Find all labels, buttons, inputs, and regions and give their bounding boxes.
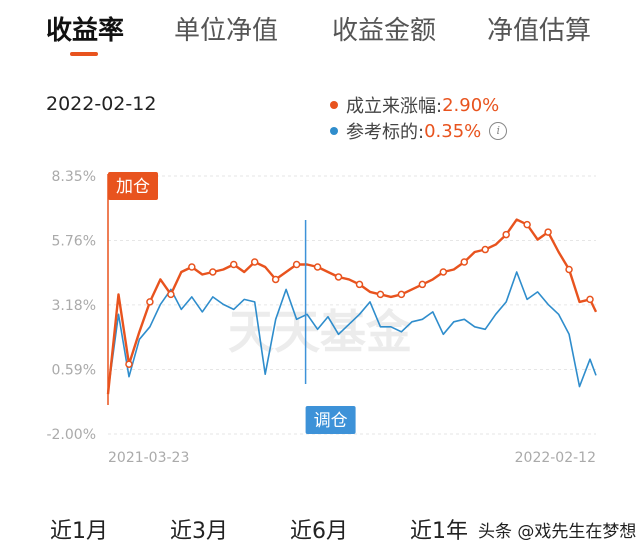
tab-unit-nav[interactable]: 单位净值 (174, 16, 279, 46)
trade-point (565, 265, 573, 274)
trade-point (313, 263, 322, 271)
legend-benchmark: 参考标的: 0.35% i (330, 118, 508, 144)
trade-point (502, 230, 510, 239)
trade-point (146, 298, 154, 306)
buy-tag-box (108, 172, 158, 200)
range-selector: 近1月 近3月 近6月 近1年 头条 @戏先生在梦想 (0, 505, 640, 551)
range-1-month[interactable]: 近1月 (50, 519, 108, 544)
chart-tabs: 收益率 单位净值 收益金额 净值估算 (0, 0, 640, 60)
active-tab-indicator (70, 52, 98, 56)
y-tick-label: 8.35% (52, 169, 96, 185)
legend-benchmark-value: 0.35% (424, 120, 482, 142)
legend-fund-marker (330, 101, 338, 109)
trade-point (271, 275, 280, 284)
trade-point (209, 268, 217, 276)
adjust-tag-label: 调仓 (314, 411, 348, 431)
x-tick-label: 2021-03-23 (108, 450, 189, 466)
tab-return-rate[interactable]: 收益率 (46, 16, 125, 46)
trade-point (125, 360, 133, 368)
range-1-year[interactable]: 近1年 (410, 519, 468, 544)
trade-point (418, 280, 427, 289)
trade-point (355, 280, 364, 289)
trade-point (586, 295, 594, 304)
tab-nav-estimate[interactable]: 净值估算 (487, 16, 592, 46)
legend-fund-value: 2.90% (442, 94, 500, 116)
buy-tag-label: 加仓 (116, 177, 150, 197)
legend: 成立来涨幅: 2.90% 参考标的: 0.35% i (330, 92, 508, 144)
legend-fund-label: 成立来涨幅: (346, 96, 443, 117)
trade-point (167, 290, 175, 299)
y-tick-label: 0.59% (52, 362, 96, 378)
trade-point (523, 220, 531, 229)
adjust-tag-box (305, 406, 356, 434)
benchmark-line (107, 271, 597, 392)
legend-fund: 成立来涨幅: 2.90% (330, 92, 507, 118)
footer-watermark: 头条 @戏先生在梦想 (474, 515, 640, 544)
trade-point (229, 260, 238, 269)
y-tick-label: -2.00% (46, 427, 96, 443)
selected-date: 2022-02-12 (46, 93, 157, 115)
legend-benchmark-marker (330, 127, 338, 135)
trade-point (439, 268, 448, 276)
y-tick-label: 5.76% (52, 234, 96, 250)
trade-point (292, 260, 301, 269)
trade-point (376, 290, 385, 299)
tab-return-amount[interactable]: 收益金额 (332, 16, 437, 46)
trade-point (250, 258, 259, 266)
return-chart[interactable]: 天天基金8.35%5.76%3.18%0.59%-2.00%2021-03-23… (0, 150, 640, 470)
info-icon[interactable]: i (489, 122, 508, 140)
trade-point (334, 273, 343, 281)
x-tick-label: 2022-02-12 (515, 450, 596, 466)
trade-point (481, 245, 489, 254)
legend-benchmark-label: 参考标的: (346, 122, 425, 143)
trade-point (397, 290, 406, 299)
trade-point (460, 258, 469, 266)
y-tick-label: 3.18% (52, 298, 96, 314)
trade-point (188, 263, 196, 271)
trade-point (544, 228, 552, 236)
range-3-months[interactable]: 近3月 (170, 519, 228, 544)
range-6-months[interactable]: 近6月 (290, 519, 348, 544)
